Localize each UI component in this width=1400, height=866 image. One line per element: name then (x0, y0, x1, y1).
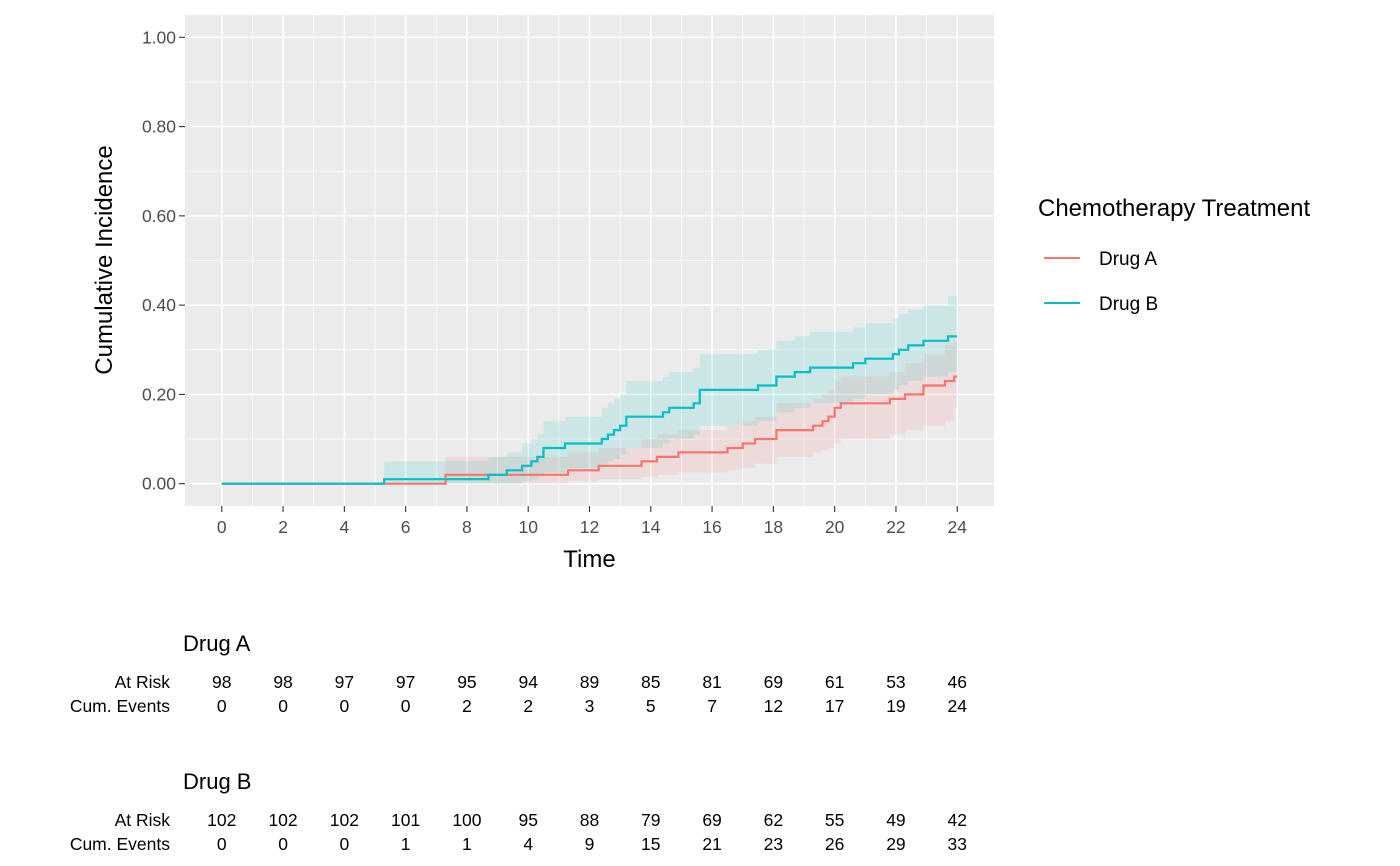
y-tick-label: 0.60 (142, 206, 176, 226)
cum-events-value: 0 (339, 696, 349, 716)
cum-events-value: 23 (764, 834, 783, 854)
at-risk-value: 95 (457, 672, 476, 692)
cum-events-value: 0 (217, 696, 227, 716)
at-risk-value: 55 (825, 810, 844, 830)
legend-title: Chemotherapy Treatment (1038, 195, 1310, 222)
cum-events-value: 21 (702, 834, 721, 854)
cum-events-value: 26 (825, 834, 844, 854)
major-gridlines (185, 15, 994, 506)
cum-events-value: 0 (339, 834, 349, 854)
risk-table-title-drug-a: Drug A (183, 631, 251, 656)
x-tick-label: 14 (641, 517, 661, 537)
at-risk-value: 97 (335, 672, 354, 692)
confidence-band-drug-a (221, 340, 958, 484)
x-tick-label: 6 (401, 517, 411, 537)
risk-row-label-cum-events: Cum. Events (70, 834, 170, 854)
at-risk-value: 95 (518, 810, 537, 830)
at-risk-value: 79 (641, 810, 660, 830)
cum-events-value: 24 (947, 696, 967, 716)
x-tick-label: 24 (947, 517, 967, 537)
x-tick-label: 12 (580, 517, 599, 537)
cum-events-value: 0 (278, 834, 288, 854)
cum-events-value: 19 (886, 696, 905, 716)
at-risk-value: 97 (396, 672, 415, 692)
risk-row-label-at-risk: At Risk (115, 672, 171, 692)
cum-events-value: 3 (585, 696, 595, 716)
x-tick-label: 10 (518, 517, 538, 537)
x-tick-label: 20 (825, 517, 845, 537)
y-tick-label: 0.80 (142, 117, 176, 137)
incidence-lines (221, 335, 958, 485)
cum-events-value: 15 (641, 834, 660, 854)
at-risk-value: 53 (886, 672, 905, 692)
at-risk-value: 61 (825, 672, 844, 692)
incidence-line-drug-a (221, 375, 958, 485)
y-axis: 0.00 0.20 0.40 0.60 0.80 1.00 (142, 27, 185, 494)
confidence-band-drug-b (221, 296, 958, 484)
at-risk-value: 98 (273, 672, 292, 692)
at-risk-value: 89 (580, 672, 599, 692)
y-axis-title: Cumulative Incidence (91, 145, 118, 374)
risk-table-drug-a: Drug A At Risk Cum. Events 9809809709709… (70, 631, 967, 716)
at-risk-value: 101 (391, 810, 420, 830)
risk-row-label-at-risk: At Risk (115, 810, 171, 830)
cum-events-value: 5 (646, 696, 656, 716)
risk-table-title-drug-b: Drug B (183, 769, 251, 794)
y-tick-label: 0.20 (142, 384, 176, 404)
risk-table-drug-b: Drug B At Risk Cum. Events 1020102010201… (70, 769, 967, 854)
cum-events-value: 0 (217, 834, 227, 854)
cum-events-value: 7 (707, 696, 717, 716)
legend: Chemotherapy Treatment Drug A Drug B (1038, 195, 1310, 315)
x-tick-label: 16 (702, 517, 721, 537)
at-risk-value: 62 (764, 810, 783, 830)
incidence-line-drug-b (221, 335, 958, 485)
x-axis-title: Time (563, 546, 615, 573)
cum-events-value: 12 (764, 696, 783, 716)
risk-cells-drug-b: 102 0 102 0 102 0 101 1 100 1 95 4 88 9 79 15 69 21 62 23 55… (207, 810, 967, 854)
at-risk-value: 94 (518, 672, 538, 692)
cum-events-value: 29 (886, 834, 905, 854)
at-risk-value: 85 (641, 672, 660, 692)
confidence-ribbons (221, 296, 958, 484)
at-risk-value: 46 (947, 672, 966, 692)
cum-events-value: 2 (462, 696, 472, 716)
x-tick-label: 18 (764, 517, 783, 537)
at-risk-value: 81 (702, 672, 721, 692)
cum-events-value: 1 (401, 834, 411, 854)
cum-events-value: 9 (585, 834, 595, 854)
x-tick-label: 8 (462, 517, 472, 537)
legend-label-drug-b: Drug B (1099, 294, 1158, 315)
cum-events-value: 33 (947, 834, 966, 854)
cum-events-value: 1 (462, 834, 472, 854)
legend-label-drug-a: Drug A (1099, 249, 1157, 270)
at-risk-value: 69 (764, 672, 783, 692)
x-tick-label: 0 (217, 517, 227, 537)
at-risk-value: 42 (947, 810, 966, 830)
x-tick-label: 22 (886, 517, 905, 537)
y-tick-label: 0.40 (142, 295, 176, 315)
risk-cells-drug-a: 98 0 98 0 97 0 97 0 95 2 94 2 89 3 85 5 81 7 69 12 61 17 53 19 4… (212, 672, 967, 716)
cum-events-value: 0 (278, 696, 288, 716)
at-risk-value: 69 (702, 810, 721, 830)
at-risk-value: 98 (212, 672, 231, 692)
cum-events-value: 17 (825, 696, 844, 716)
x-axis: 0 2 4 6 8 10 12 14 16 18 20 22 24 (217, 506, 967, 537)
at-risk-value: 102 (268, 810, 297, 830)
at-risk-value: 49 (886, 810, 905, 830)
cum-events-value: 4 (523, 834, 533, 854)
x-tick-label: 4 (339, 517, 349, 537)
x-tick-label: 2 (278, 517, 288, 537)
at-risk-value: 100 (452, 810, 481, 830)
cum-events-value: 0 (401, 696, 411, 716)
at-risk-value: 102 (207, 810, 236, 830)
cum-events-value: 2 (523, 696, 533, 716)
at-risk-value: 88 (580, 810, 599, 830)
y-tick-label: 1.00 (142, 27, 176, 47)
at-risk-value: 102 (330, 810, 359, 830)
risk-row-label-cum-events: Cum. Events (70, 696, 170, 716)
y-tick-label: 0.00 (142, 474, 176, 494)
